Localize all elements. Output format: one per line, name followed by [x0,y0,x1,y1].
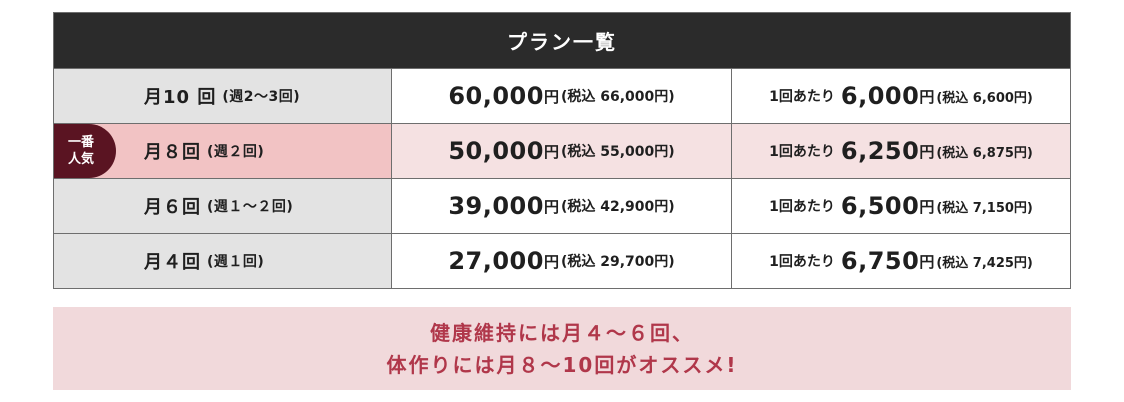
plan-price-tax: (税込 29,700円) [560,254,675,270]
per-session-label: 1回あたり [769,144,835,160]
plan-price-unit: 円 [543,142,559,161]
per-session-tax: (税込 7,150円) [936,200,1033,216]
recommendation-banner: 健康維持には月４〜６回、 体作りには月８〜10回がオススメ! [53,307,1071,390]
plan-price-tax: (税込 66,000円) [560,89,675,105]
per-session-price: 6,250 [840,137,920,165]
per-session-price: 6,750 [840,247,920,275]
plan-per-session-cell: 1回あたり 6,250 円 (税込 6,875円) [732,124,1070,178]
plan-name: 月８回 [144,142,201,163]
per-session-unit: 円 [919,252,935,271]
per-session-label: 1回あたり [769,254,835,270]
plan-per-session-cell: 1回あたり 6,000 円 (税込 6,600円) [732,69,1070,123]
per-session-tax: (税込 6,600円) [936,90,1033,106]
plan-price-tax: (税込 55,000円) [560,144,675,160]
plan-name-cell: 月10 回 (週2〜3回) [54,69,392,123]
plan-price-cell: 50,000 円 (税込 55,000円) [392,124,732,178]
plan-name: 月10 回 [144,87,217,108]
popular-badge: 一番 人気 [54,124,116,178]
per-session-price: 6,500 [840,192,920,220]
plan-name-cell: 月４回 (週１回) [54,234,392,288]
plan-price: 50,000 [448,137,544,165]
per-session-label: 1回あたり [769,89,835,105]
table-title: プラン一覧 [507,30,617,54]
plan-row-10: 月10 回 (週2〜3回) 60,000 円 (税込 66,000円) 1回あたり 6… [54,68,1070,123]
plan-price-tax: (税込 42,900円) [560,199,675,215]
per-session-price: 6,000 [840,82,920,110]
table-header: プラン一覧 [54,13,1070,68]
plan-frequency: (週１〜２回) [207,199,294,215]
plan-price-unit: 円 [543,197,559,216]
plan-price-unit: 円 [543,252,559,271]
plan-name-cell: 一番 人気 月８回 (週２回) [54,124,392,178]
plan-per-session-cell: 1回あたり 6,500 円 (税込 7,150円) [732,179,1070,233]
plan-row-8: 一番 人気 月８回 (週２回) 50,000 円 (税込 55,000円) 1回あた… [54,123,1070,178]
per-session-unit: 円 [919,87,935,106]
recommendation-line1: 健康維持には月４〜６回、 [430,320,694,345]
per-session-unit: 円 [919,142,935,161]
plan-row-4: 月４回 (週１回) 27,000 円 (税込 29,700円) 1回あたり 6,750… [54,233,1070,288]
plan-frequency: (週２回) [207,144,265,160]
plan-price-cell: 27,000 円 (税込 29,700円) [392,234,732,288]
plan-price-cell: 60,000 円 (税込 66,000円) [392,69,732,123]
plan-name: 月６回 [144,197,201,218]
plan-price-cell: 39,000 円 (税込 42,900円) [392,179,732,233]
popular-badge-line1: 一番 [67,135,94,150]
plan-frequency: (週１回) [207,254,265,270]
popular-badge-line2: 人気 [67,152,94,167]
plan-price-unit: 円 [543,87,559,106]
plan-price: 60,000 [448,82,544,110]
plan-name: 月４回 [144,252,201,273]
plan-per-session-cell: 1回あたり 6,750 円 (税込 7,425円) [732,234,1070,288]
per-session-tax: (税込 6,875円) [936,145,1033,161]
per-session-label: 1回あたり [769,199,835,215]
plan-row-6: 月６回 (週１〜２回) 39,000 円 (税込 42,900円) 1回あたり 6,5… [54,178,1070,233]
plan-price: 27,000 [448,247,544,275]
plan-frequency: (週2〜3回) [222,89,301,105]
plan-name-cell: 月６回 (週１〜２回) [54,179,392,233]
per-session-tax: (税込 7,425円) [936,255,1033,271]
plan-price: 39,000 [448,192,544,220]
recommendation-line2: 体作りには月８〜10回がオススメ! [386,352,738,377]
per-session-unit: 円 [919,197,935,216]
plan-table: プラン一覧 月10 回 (週2〜3回) 60,000 円 (税込 66,000円) … [53,12,1071,289]
